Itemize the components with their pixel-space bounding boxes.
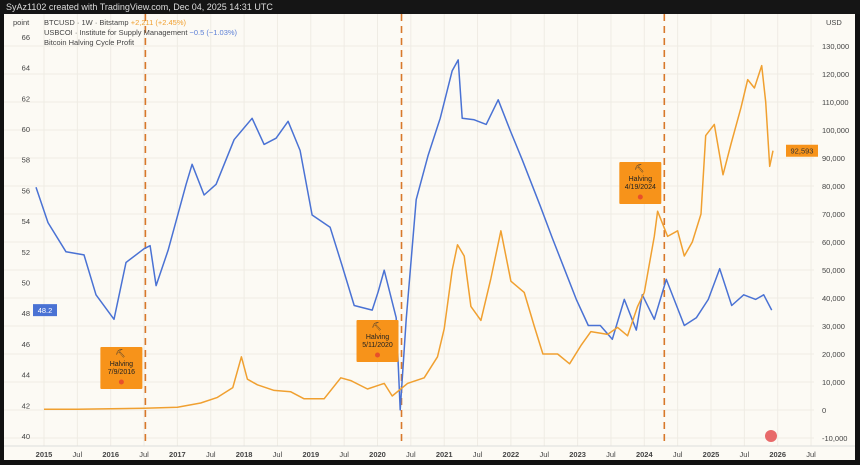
x-tick-label: 2020 bbox=[369, 450, 386, 459]
right-tick-label: 90,000 bbox=[822, 154, 845, 163]
halving-date: 4/19/2024 bbox=[625, 184, 656, 191]
x-tick-label: 2024 bbox=[636, 450, 654, 459]
halving-label-box bbox=[356, 320, 399, 362]
chart-svg: 2015 Jul 2016 Jul 2017 Jul 2018 Jul 2019 Jul 2020 J… bbox=[4, 14, 855, 459]
left-tick-label: 62 bbox=[22, 94, 30, 103]
legend-btc-label: BTCUSD · 1W · Bitstamp bbox=[44, 18, 129, 27]
right-tick-label: 50,000 bbox=[822, 266, 845, 275]
legend-usbcoi-change: −0.5 (−1.03%) bbox=[189, 28, 238, 37]
x-tick-label: 2021 bbox=[436, 450, 453, 459]
left-tick-label: 54 bbox=[22, 217, 30, 226]
halving-marker-dot bbox=[118, 379, 124, 385]
legend-btc[interactable]: BTCUSD · 1W · Bitstamp +2,211 (+2.45%) bbox=[44, 18, 237, 28]
legend-halving[interactable]: Bitcoin Halving Cycle Profit bbox=[44, 38, 135, 47]
x-tick-label: Jul bbox=[673, 450, 683, 459]
chart-caption: SyAz1102 created with TradingView.com, D… bbox=[0, 0, 860, 14]
right-tick-label: 100,000 bbox=[822, 126, 849, 135]
x-tick-label: 2022 bbox=[503, 450, 520, 459]
right-tick-label: 20,000 bbox=[822, 350, 845, 359]
pickaxe-icon: ⛏ bbox=[634, 164, 644, 173]
right-tick-label: 60,000 bbox=[822, 238, 845, 247]
x-tick-label: Jul bbox=[740, 450, 750, 459]
right-tick-label: -10,000 bbox=[822, 434, 847, 443]
x-tick-label: 2015 bbox=[36, 450, 53, 459]
halving-label-box bbox=[619, 162, 662, 204]
left-tick-label: 66 bbox=[22, 33, 30, 42]
left-tick-label: 46 bbox=[22, 340, 30, 349]
legend-usbcoi[interactable]: USBCOI · Institute for Supply Management… bbox=[44, 28, 237, 38]
x-tick-label: Jul bbox=[473, 450, 483, 459]
halving-marker-dot bbox=[375, 352, 381, 358]
x-tick-label: Jul bbox=[606, 450, 616, 459]
legend: BTCUSD · 1W · Bitstamp +2,211 (+2.45%) U… bbox=[44, 18, 237, 48]
left-axis-unit: point bbox=[13, 18, 30, 27]
series-line-btcusd bbox=[43, 64, 774, 411]
pickaxe-icon: ⛏ bbox=[372, 322, 382, 331]
x-tick-label: 2019 bbox=[302, 450, 319, 459]
left-tick-label: 42 bbox=[22, 401, 30, 410]
left-tick-label: 58 bbox=[22, 156, 30, 165]
x-tick-label: Jul bbox=[73, 450, 83, 459]
left-tick-label: 56 bbox=[22, 186, 30, 195]
right-tick-label: 10,000 bbox=[822, 378, 845, 387]
halving-date: 7/9/2016 bbox=[108, 369, 135, 376]
pickaxe-icon: ⛏ bbox=[115, 349, 125, 358]
x-tick-label: Jul bbox=[273, 450, 283, 459]
flag-icon bbox=[765, 430, 777, 442]
right-tick-label: 80,000 bbox=[822, 182, 845, 191]
x-tick-label: 2025 bbox=[703, 450, 720, 459]
left-tick-label: 44 bbox=[22, 371, 30, 380]
btc-last-value-badge bbox=[786, 144, 818, 157]
x-tick-label: 2017 bbox=[169, 450, 186, 459]
x-tick-label: Jul bbox=[139, 450, 149, 459]
left-tick-label: 52 bbox=[22, 248, 30, 257]
x-tick-label: 2016 bbox=[102, 450, 119, 459]
x-tick-label: Jul bbox=[339, 450, 349, 459]
right-tick-label: 0 bbox=[822, 406, 826, 415]
right-tick-label: 130,000 bbox=[822, 42, 849, 51]
right-tick-label: 120,000 bbox=[822, 70, 849, 79]
halving-label: Halving bbox=[110, 361, 133, 368]
right-tick-label: 40,000 bbox=[822, 294, 845, 303]
halving-label: Halving bbox=[629, 176, 652, 183]
usbcoi-last-value-badge bbox=[33, 304, 57, 317]
legend-usbcoi-label: USBCOI · Institute for Supply Management bbox=[44, 28, 188, 37]
right-tick-label: 110,000 bbox=[822, 98, 849, 107]
legend-btc-change: +2,211 (+2.45%) bbox=[130, 18, 187, 27]
x-tick-label: Jul bbox=[539, 450, 549, 459]
halving-label-box bbox=[100, 347, 143, 389]
x-tick-label: 2023 bbox=[569, 450, 586, 459]
x-tick-label: Jul bbox=[206, 450, 216, 459]
x-tick-label: Jul bbox=[806, 450, 816, 459]
chart-area[interactable]: 2015 Jul 2016 Jul 2017 Jul 2018 Jul 2019 Jul 2020 J… bbox=[4, 14, 855, 460]
right-tick-label: 70,000 bbox=[822, 210, 845, 219]
x-tick-label: Jul bbox=[406, 450, 416, 459]
halving-date: 5/11/2020 bbox=[362, 342, 393, 349]
x-tick-label: 2018 bbox=[236, 450, 253, 459]
halving-label: Halving bbox=[366, 334, 389, 341]
left-tick-label: 48 bbox=[22, 309, 30, 318]
right-axis-unit: USD bbox=[826, 18, 842, 27]
right-tick-label: 30,000 bbox=[822, 322, 845, 331]
left-tick-label: 40 bbox=[22, 432, 30, 441]
left-tick-label: 64 bbox=[22, 64, 30, 73]
usbcoi-last-value: 48.2 bbox=[38, 306, 53, 315]
x-tick-label: 2026 bbox=[769, 450, 786, 459]
halving-marker-dot bbox=[637, 194, 643, 200]
series-line-usbcoi bbox=[35, 59, 773, 411]
btc-last-value: 92,593 bbox=[791, 147, 814, 156]
left-tick-label: 50 bbox=[22, 279, 30, 288]
left-tick-label: 60 bbox=[22, 125, 30, 134]
